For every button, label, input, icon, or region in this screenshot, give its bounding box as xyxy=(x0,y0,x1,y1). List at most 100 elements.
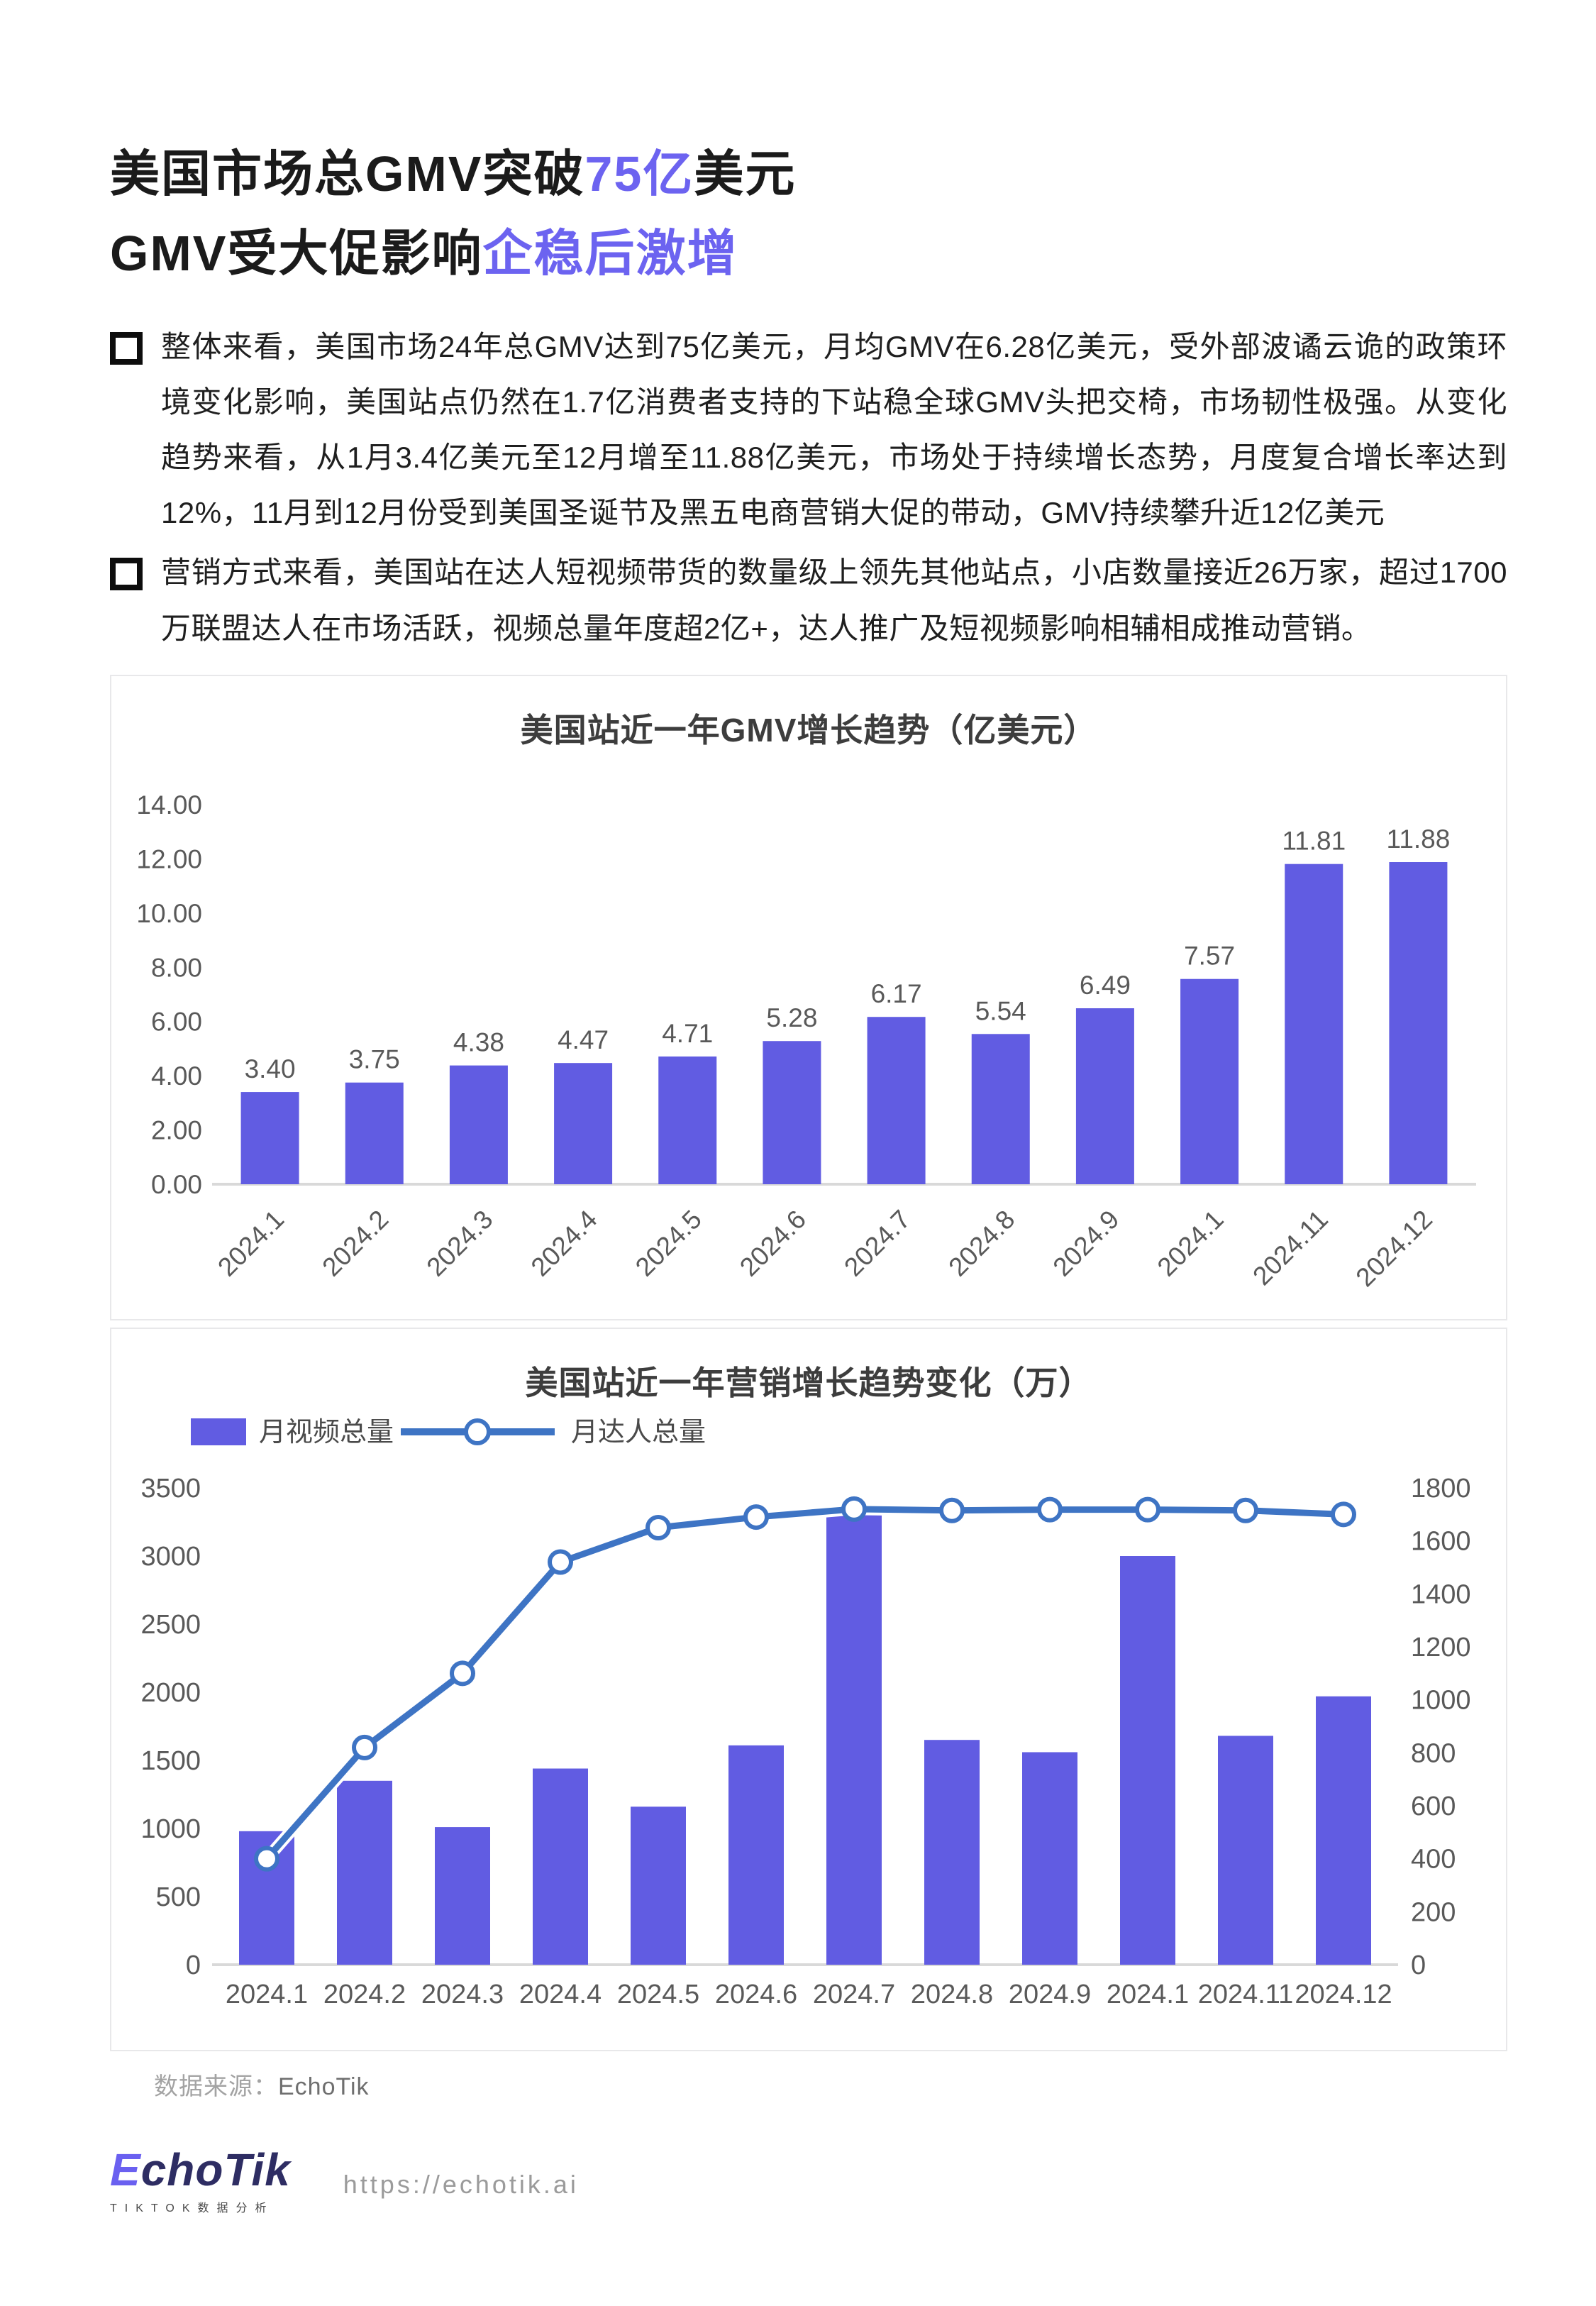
data-source-label: 数据来源： xyxy=(154,2073,278,2100)
bar-value-label: 4.47 xyxy=(558,1025,609,1054)
square-bullet-icon xyxy=(110,558,143,591)
x-axis-tick-label: 2024.5 xyxy=(617,1980,699,2009)
trend-marker xyxy=(939,1497,965,1523)
gmv-bar-chart: 0.00 2.00 4.00 6.00 8.00 10.00 12.00 14.00 3.40 2… xyxy=(111,751,1506,1319)
marketing-combo-chart: 0 500 1000 1500 2000 2500 3000 3500 0 200 400 600 80… xyxy=(111,1404,1506,2050)
logo-tagline: TIKTOK数据分析 xyxy=(110,2202,275,2214)
bar-value-label: 4.38 xyxy=(453,1027,504,1057)
bar-value-label: 11.81 xyxy=(1282,826,1346,855)
trend-marker xyxy=(743,1504,769,1530)
y-axis-tick-label: 10.00 xyxy=(136,899,202,928)
site-url-link[interactable]: https://echotik.ai xyxy=(343,2169,579,2199)
x-axis-tick-label: 2024.9 xyxy=(1009,1980,1091,2009)
x-axis-tick-label: 2024.5 xyxy=(630,1204,707,1281)
right-y-tick-label: 200 xyxy=(1411,1897,1456,1927)
marketing-trend-chart-card: 美国站近一年营销增长趋势变化（万） 0 500 1000 1500 2000 2500 30… xyxy=(110,1327,1507,2051)
bar xyxy=(867,1016,926,1184)
right-y-tick-label: 0 xyxy=(1411,1951,1426,1980)
y-axis-tick-label: 0.00 xyxy=(151,1170,202,1199)
x-axis-tick-label: 2024.6 xyxy=(715,1980,797,2009)
bar xyxy=(1285,864,1343,1184)
data-source-caption: 数据来源：EchoTik xyxy=(154,2067,1507,2102)
x-axis-tick-label: 2024.8 xyxy=(911,1980,993,2009)
x-axis-tick-label: 2024.8 xyxy=(943,1204,1020,1281)
trend-marker xyxy=(1037,1496,1063,1523)
bar xyxy=(1316,1696,1371,1965)
right-y-tick-label: 1200 xyxy=(1411,1633,1471,1662)
title-accent: 75亿 xyxy=(584,146,694,202)
x-axis-tick-label: 2024.4 xyxy=(526,1204,603,1281)
bar xyxy=(658,1056,717,1184)
gmv-chart-title: 美国站近一年GMV增长趋势（亿美元） xyxy=(520,711,1097,749)
bar xyxy=(763,1040,821,1184)
right-y-tick-label: 1800 xyxy=(1411,1474,1471,1504)
trend-marker xyxy=(1135,1496,1160,1523)
marketing-chart-svg: 0 500 1000 1500 2000 2500 3000 3500 0 200 400 600 80… xyxy=(140,1418,1471,2009)
trend-marker xyxy=(645,1514,671,1540)
summary-bullets: 整体来看，美国市场24年总GMV达到75亿美元，月均GMV在6.28亿美元，受外… xyxy=(110,319,1507,656)
bar xyxy=(1022,1752,1077,1965)
trend-marker xyxy=(352,1734,377,1760)
x-axis-tick-label: 2024.7 xyxy=(813,1980,895,2009)
x-axis-tick-label: 2024.1 xyxy=(1152,1204,1229,1281)
right-y-tick-label: 1000 xyxy=(1411,1685,1471,1715)
title-accent2: 企稳后激增 xyxy=(482,226,738,281)
bar xyxy=(1180,978,1239,1184)
legend-bar-swatch xyxy=(191,1418,246,1445)
left-y-tick-label: 2500 xyxy=(140,1610,201,1640)
bar-value-label: 3.40 xyxy=(245,1054,296,1083)
bar xyxy=(337,1780,392,1965)
left-y-tick-label: 3500 xyxy=(140,1474,201,1504)
x-axis-tick-label: 2024.11 xyxy=(1198,1980,1294,2009)
page-footer: EchoTik TIKTOK数据分析 https://echotik.ai xyxy=(110,2147,1507,2215)
y-axis-tick-label: 8.00 xyxy=(151,953,202,982)
bar xyxy=(435,1826,490,1965)
bar-value-label: 5.28 xyxy=(766,1003,817,1032)
square-bullet-icon xyxy=(110,332,143,365)
y-axis-tick-label: 12.00 xyxy=(136,844,202,873)
bar-value-label: 3.75 xyxy=(349,1044,400,1074)
title-text-post: 美元 xyxy=(694,146,797,202)
title-text: 美国市场总GMV突破 xyxy=(110,146,585,202)
bar-value-label: 11.88 xyxy=(1386,824,1450,854)
bar xyxy=(1389,861,1448,1184)
data-source-value: EchoTik xyxy=(278,2073,370,2100)
bar-value-label: 6.17 xyxy=(871,979,922,1008)
legend-marker-icon xyxy=(464,1418,491,1445)
x-axis-tick-label: 2024.3 xyxy=(421,1204,499,1281)
marketing-chart-title: 美国站近一年营销增长趋势变化（万） xyxy=(525,1364,1092,1401)
bar-value-label: 7.57 xyxy=(1184,941,1235,970)
page-title-line2: GMV受大促影响企稳后激增 xyxy=(110,228,1507,278)
x-axis-tick-label: 2024.6 xyxy=(734,1204,811,1281)
trend-marker xyxy=(450,1660,475,1686)
right-y-tick-label: 800 xyxy=(1411,1738,1456,1768)
x-axis-tick-label: 2024.3 xyxy=(421,1980,504,2009)
bar xyxy=(345,1082,404,1184)
x-axis-tick-label: 2024.12 xyxy=(1351,1204,1439,1292)
bar xyxy=(1120,1555,1175,1965)
bar xyxy=(449,1065,508,1184)
bar xyxy=(1218,1736,1273,1965)
x-axis-tick-label: 2024.7 xyxy=(838,1204,916,1281)
bar xyxy=(533,1768,588,1965)
gmv-trend-chart-card: 美国站近一年GMV增长趋势（亿美元） 0.00 2.00 4.00 6.00 8.00 1… xyxy=(110,674,1507,1320)
bar xyxy=(240,1091,299,1184)
x-axis-tick-label: 2024.11 xyxy=(1247,1204,1334,1291)
x-axis-tick-label: 2024.4 xyxy=(519,1980,602,2009)
left-y-tick-label: 0 xyxy=(186,1951,201,1980)
right-y-tick-label: 600 xyxy=(1411,1792,1456,1821)
trend-line xyxy=(264,1506,1344,1861)
left-y-tick-label: 1000 xyxy=(140,1814,201,1844)
page-title-line1: 美国市场总GMV突破75亿美元 xyxy=(110,149,1507,199)
trend-marker xyxy=(841,1496,867,1522)
legend-label-bars: 月视频总量 xyxy=(259,1418,394,1447)
gmv-chart-svg: 0.00 2.00 4.00 6.00 8.00 10.00 12.00 14.00 3.40 2… xyxy=(136,790,1476,1292)
x-axis-tick-label: 2024.1 xyxy=(212,1204,289,1281)
trend-marker xyxy=(1233,1497,1258,1523)
left-y-tick-label: 1500 xyxy=(140,1746,201,1776)
left-y-tick-label: 3000 xyxy=(140,1542,201,1572)
y-axis-tick-label: 4.00 xyxy=(151,1061,202,1091)
right-y-tick-label: 1400 xyxy=(1411,1579,1471,1609)
logo-letter-e: E xyxy=(110,2144,141,2195)
